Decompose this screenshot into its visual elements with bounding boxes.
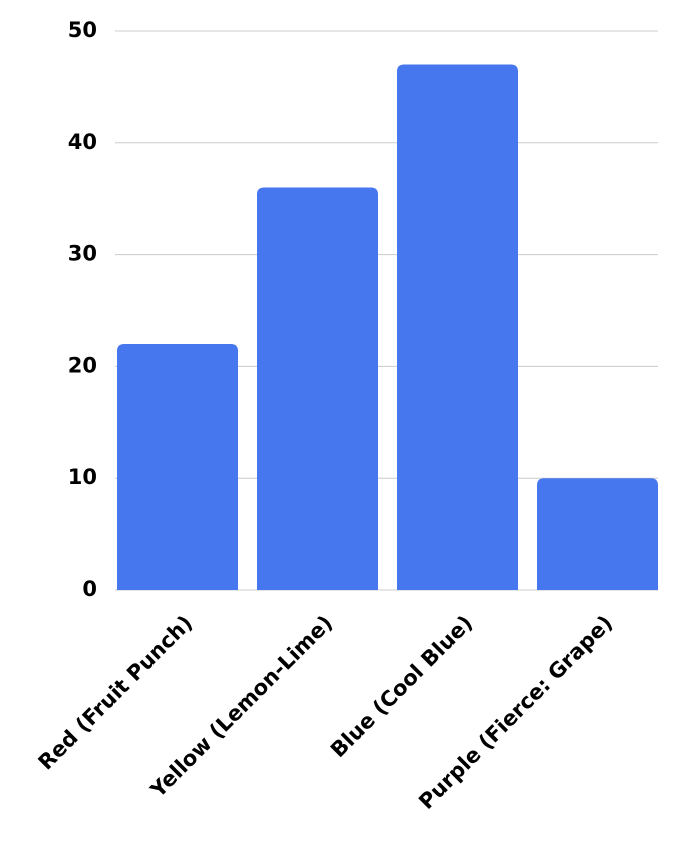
y-tick-label: 40 <box>68 130 97 154</box>
y-tick-label: 30 <box>68 242 97 266</box>
y-tick-label: 0 <box>82 577 97 601</box>
bar <box>117 344 238 590</box>
x-tick-label: Blue (Cool Blue) <box>326 611 477 762</box>
y-tick-label: 10 <box>68 465 97 489</box>
bar <box>257 187 378 590</box>
y-tick-label: 20 <box>68 353 97 377</box>
x-tick-label: Red (Fruit Punch) <box>34 611 198 775</box>
bar <box>537 478 658 590</box>
bar <box>397 64 518 591</box>
y-tick-label: 50 <box>68 18 97 42</box>
